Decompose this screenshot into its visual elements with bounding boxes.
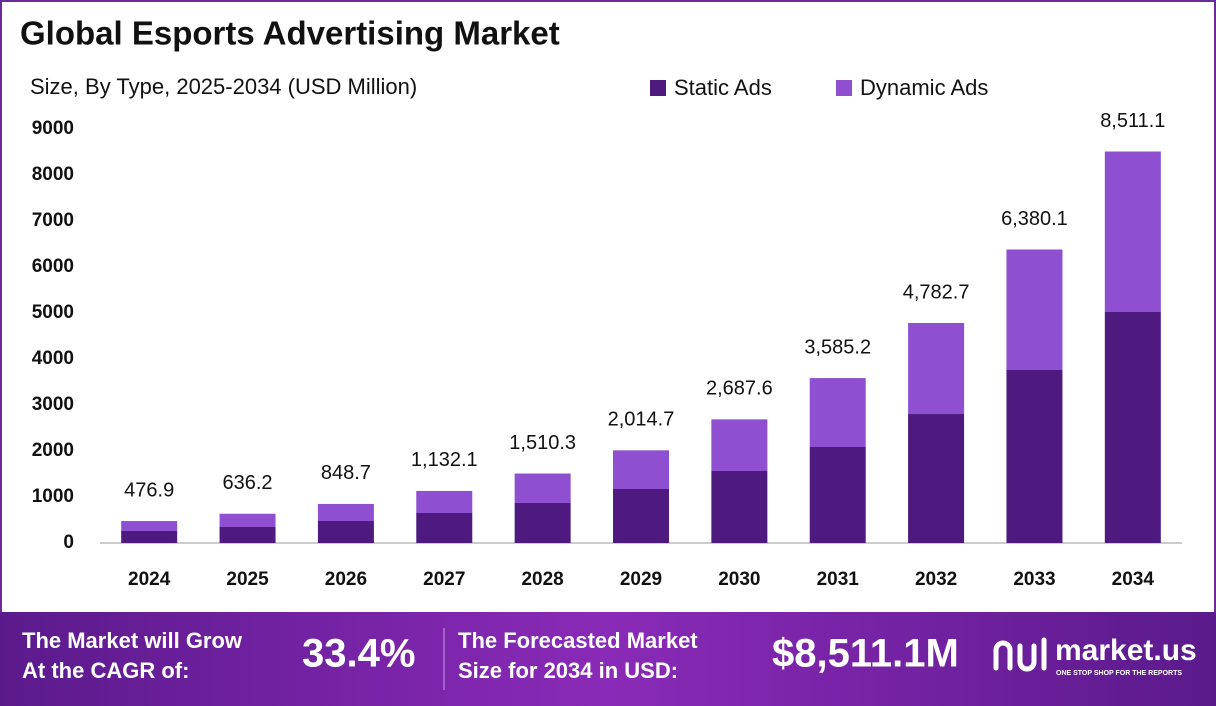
footer-banner bbox=[0, 612, 1216, 706]
total-label: 848.7 bbox=[321, 462, 371, 484]
x-tick-label: 2033 bbox=[1013, 569, 1055, 590]
forecast-text: The Forecasted Market bbox=[458, 628, 698, 653]
bar-segment bbox=[416, 513, 473, 543]
x-tick-label: 2029 bbox=[620, 569, 662, 590]
x-tick-label: 2024 bbox=[128, 569, 171, 590]
bar-segment bbox=[121, 521, 178, 531]
total-label: 6,380.1 bbox=[1001, 208, 1068, 230]
logo-shape bbox=[1017, 643, 1037, 672]
x-tick-label: 2030 bbox=[718, 569, 760, 590]
bar-segment bbox=[416, 490, 473, 514]
x-tick-label: 2028 bbox=[521, 569, 563, 590]
brand-name: market.us bbox=[1055, 634, 1197, 667]
bar-segment bbox=[317, 503, 374, 522]
logo-shape bbox=[993, 640, 1013, 671]
bar-segment bbox=[1006, 369, 1063, 543]
x-tick-label: 2032 bbox=[915, 569, 957, 590]
total-label: 1,510.3 bbox=[509, 432, 576, 454]
total-label: 476.9 bbox=[124, 479, 174, 501]
chart-title: Global Esports Advertising Market bbox=[20, 15, 560, 52]
y-tick-label: 5000 bbox=[32, 302, 74, 323]
legend-swatch bbox=[650, 80, 666, 96]
y-tick-label: 3000 bbox=[32, 394, 74, 415]
forecast-text: Size for 2034 in USD: bbox=[458, 658, 678, 683]
bar-segment bbox=[711, 471, 768, 543]
bar-segment bbox=[1104, 151, 1161, 312]
total-label: 4,782.7 bbox=[903, 281, 970, 303]
y-tick-label: 8000 bbox=[32, 164, 74, 185]
bar-segment bbox=[908, 414, 965, 543]
y-tick-label: 9000 bbox=[32, 118, 74, 139]
bar-segment bbox=[317, 521, 374, 543]
x-tick-label: 2025 bbox=[226, 569, 269, 590]
y-tick-label: 7000 bbox=[32, 210, 74, 231]
bar-segment bbox=[711, 419, 768, 472]
total-label: 3,585.2 bbox=[804, 336, 871, 358]
bar-segment bbox=[219, 526, 276, 543]
legend-swatch bbox=[836, 80, 852, 96]
y-tick-label: 2000 bbox=[32, 440, 74, 461]
bar-segment bbox=[908, 322, 965, 415]
cagr-value: 33.4% bbox=[302, 632, 415, 676]
brand-logo bbox=[993, 637, 1047, 672]
legend: Static Ads Dynamic Ads bbox=[650, 75, 988, 100]
chart-subtitle: Size, By Type, 2025-2034 (USD Million) bbox=[30, 74, 417, 99]
bar-segment bbox=[219, 513, 276, 527]
total-label: 1,132.1 bbox=[411, 449, 478, 471]
forecast-value: $8,511.1M bbox=[772, 632, 959, 676]
plot-area: 0 1000 2000 3000 4000 5000 6000 7000 8000 9000 202… bbox=[32, 110, 1166, 590]
bar-segment bbox=[1006, 249, 1063, 370]
x-tick-label: 2031 bbox=[817, 569, 860, 590]
bar-segment bbox=[514, 473, 571, 503]
x-tick-label: 2027 bbox=[423, 569, 465, 590]
cagr-text: At the CAGR of: bbox=[22, 658, 189, 683]
bar-segment bbox=[121, 530, 178, 543]
bar-segment bbox=[809, 378, 866, 447]
brand-tagline: ONE STOP SHOP FOR THE REPORTS bbox=[1056, 670, 1182, 677]
bar-segment bbox=[613, 450, 669, 489]
bar-segment bbox=[1104, 311, 1161, 543]
bar-segment bbox=[613, 488, 669, 543]
legend-label: Static Ads bbox=[674, 75, 772, 100]
bar-segment bbox=[809, 446, 866, 543]
legend-label: Dynamic Ads bbox=[860, 75, 988, 100]
total-label: 8,511.1 bbox=[1100, 110, 1165, 132]
total-label: 2,014.7 bbox=[608, 409, 675, 431]
bar-segment bbox=[514, 502, 571, 543]
total-label: 636.2 bbox=[223, 472, 273, 494]
cagr-text: The Market will Grow bbox=[22, 628, 243, 653]
y-tick-label: 4000 bbox=[32, 348, 74, 369]
total-label: 2,687.6 bbox=[706, 378, 773, 400]
x-tick-label: 2026 bbox=[325, 569, 367, 590]
x-tick-label: 2034 bbox=[1112, 569, 1155, 590]
y-tick-label: 1000 bbox=[32, 486, 74, 507]
y-tick-label: 6000 bbox=[32, 256, 74, 277]
y-tick-label: 0 bbox=[63, 532, 74, 553]
